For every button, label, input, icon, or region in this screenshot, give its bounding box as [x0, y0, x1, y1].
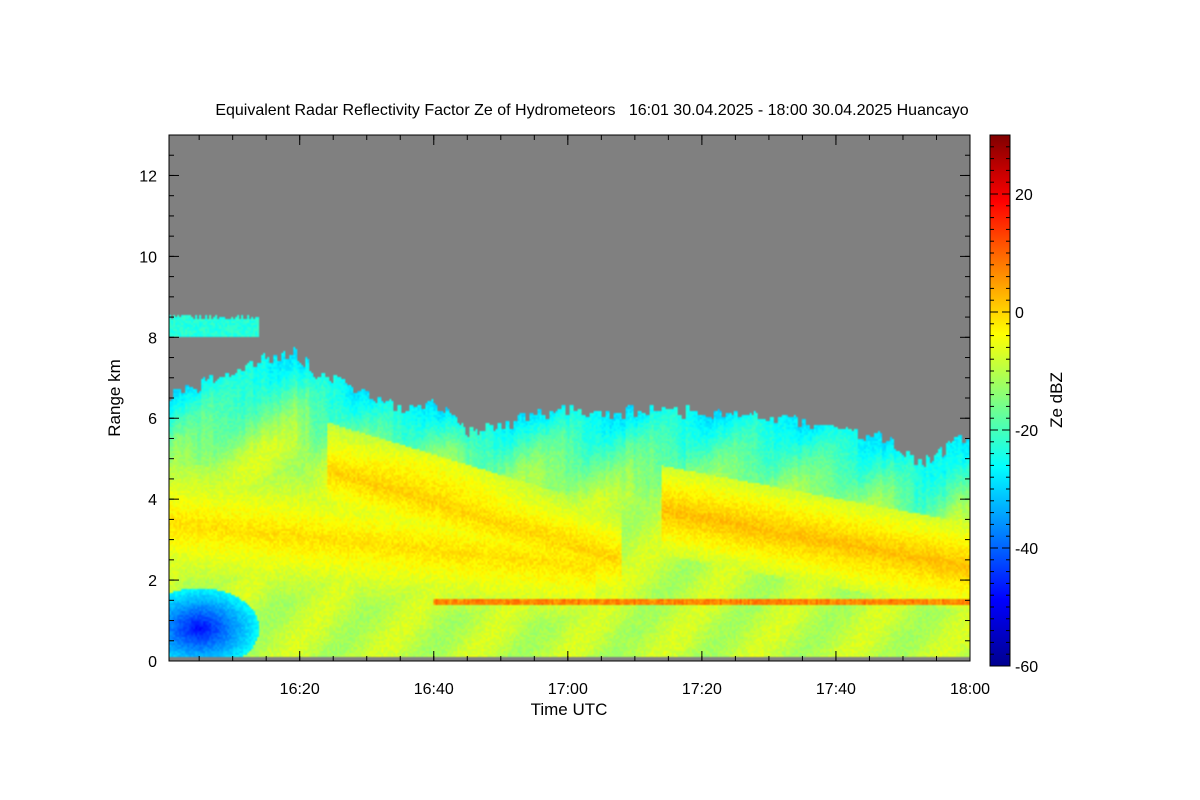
reflectivity-heatmap: [169, 135, 970, 661]
x-tick-label: 16:40: [414, 681, 454, 698]
y-tick-label: 10: [139, 249, 157, 266]
plot-area: [168, 134, 971, 662]
y-tick-label: 8: [148, 330, 157, 347]
colorbar-tick-label: 0: [1015, 305, 1024, 322]
y-axis: 0 2 4 6 8 10 12: [139, 134, 970, 671]
colorbar-label: Ze dBZ: [1047, 372, 1066, 428]
colorbar-ramp: [990, 135, 1010, 666]
y-tick-label: 12: [139, 168, 157, 185]
colorbar-tick-label: -60: [1015, 659, 1038, 676]
colorbar: -60 -40 -20 0 20 Ze dBZ: [989, 134, 1066, 676]
x-tick-label: 16:20: [280, 681, 320, 698]
x-tick-label: 17:20: [682, 681, 722, 698]
x-tick-label: 17:00: [548, 681, 588, 698]
y-tick-label: 6: [148, 411, 157, 428]
chart-title: Equivalent Radar Reflectivity Factor Ze …: [215, 102, 968, 119]
y-axis-label: Range km: [105, 359, 124, 436]
colorbar-tick-label: 20: [1015, 187, 1033, 204]
y-tick-label: 2: [148, 573, 157, 590]
colorbar-tick-label: -20: [1015, 423, 1038, 440]
x-axis-label: Time UTC: [531, 700, 608, 719]
y-tick-label: 4: [148, 492, 157, 509]
x-tick-label: 18:00: [950, 681, 990, 698]
colorbar-tick-label: -40: [1015, 541, 1038, 558]
y-tick-label: 0: [148, 654, 157, 671]
colorbar-frame: [989, 134, 1011, 667]
x-axis: 16:20 16:40 17:00 17:20 17:40 18:00: [198, 135, 990, 698]
colorbar-axis: -60 -40 -20 0 20: [990, 134, 1038, 676]
x-tick-label: 17:40: [816, 681, 856, 698]
